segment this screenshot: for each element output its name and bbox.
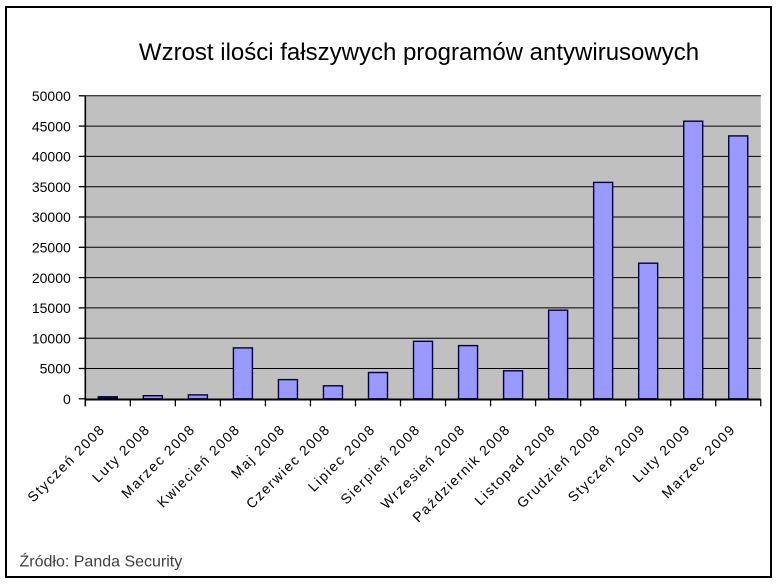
svg-text:30000: 30000: [32, 209, 71, 225]
svg-text:45000: 45000: [32, 118, 71, 134]
svg-text:0: 0: [63, 391, 71, 407]
svg-text:10000: 10000: [32, 330, 71, 346]
svg-text:25000: 25000: [32, 240, 71, 256]
svg-text:35000: 35000: [32, 179, 71, 195]
svg-text:50000: 50000: [32, 88, 71, 104]
svg-text:15000: 15000: [32, 300, 71, 316]
svg-text:40000: 40000: [32, 149, 71, 165]
svg-text:Źródło: Panda Security: Źródło: Panda Security: [20, 551, 183, 570]
svg-text:Wzrost ilości fałszywych progr: Wzrost ilości fałszywych programów antyw…: [139, 39, 699, 66]
svg-text:5000: 5000: [40, 361, 71, 377]
svg-text:20000: 20000: [32, 270, 71, 286]
